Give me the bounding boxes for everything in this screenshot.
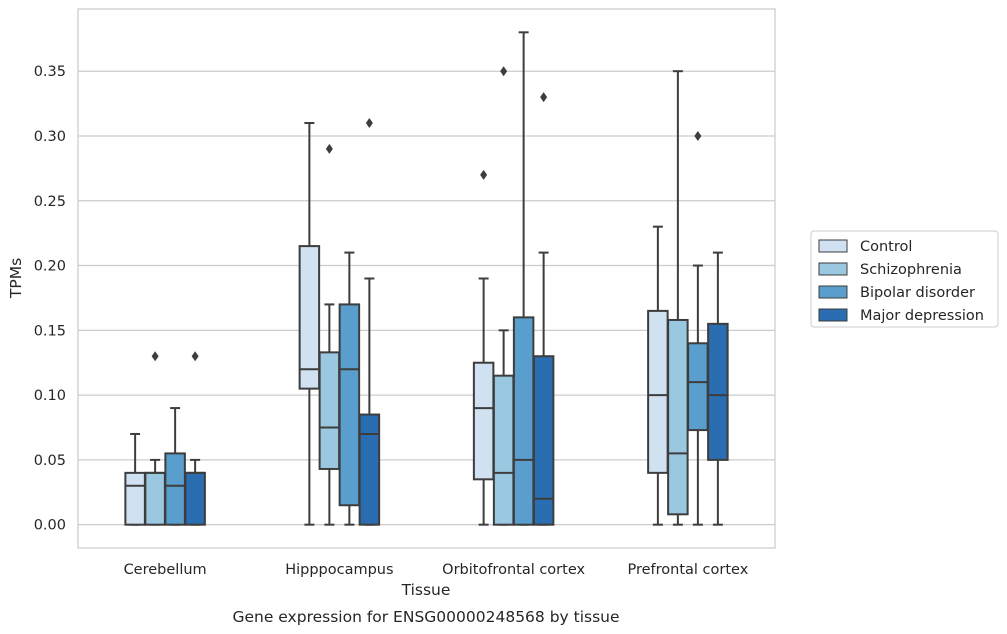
box-iqr (472, 361, 495, 481)
box-iqr (318, 351, 341, 470)
legend-frame (810, 230, 999, 328)
legend: Control Schizophrenia Bipolar disorder Majo… (810, 230, 999, 328)
y-tick-label: 0.30 (34, 129, 66, 145)
box-iqr (687, 342, 709, 432)
box-control (647, 225, 669, 526)
y-tick-label: 0.25 (34, 194, 66, 210)
box-iqr (667, 318, 689, 516)
box-iqr (338, 303, 361, 507)
box-major-depression (184, 351, 206, 526)
outlier-point (540, 92, 548, 103)
box-iqr (164, 452, 186, 526)
y-tick-label: 0.10 (34, 388, 66, 404)
y-tick-label: 0.15 (34, 323, 66, 339)
box-bipolar-disorder (338, 251, 361, 526)
legend-swatch (818, 262, 848, 276)
y-tick-label: 0.05 (34, 453, 66, 469)
chart-caption: Gene expression for ENSG00000248568 by t… (232, 608, 619, 626)
box-bipolar-disorder (512, 31, 535, 526)
outlier-point (325, 143, 333, 154)
box-iqr (184, 471, 206, 526)
box-bipolar-disorder (687, 130, 709, 526)
plot-frame (77, 8, 776, 549)
box-iqr (298, 245, 321, 390)
legend-label: Major depression (860, 308, 984, 324)
x-tick-label: Hipppocampus (285, 562, 393, 578)
x-axis-label: Tissue (401, 581, 451, 599)
box-iqr (707, 322, 729, 461)
x-tick-label: Cerebellum (124, 562, 207, 578)
box-iqr (358, 413, 381, 526)
box-bipolar-disorder (164, 407, 186, 526)
box-schizophrenia (667, 70, 689, 526)
box-major-depression (358, 118, 381, 526)
legend-label: Schizophrenia (860, 262, 962, 278)
y-tick-labels: 0.00 0.05 0.10 0.15 0.20 0.25 0.30 0.35 (34, 64, 66, 533)
x-tick-labels: Cerebellum Hipppocampus Orbitofrontal cort… (124, 562, 749, 578)
outlier-point (694, 130, 702, 141)
box-iqr (124, 471, 146, 526)
x-tick-label: Prefrontal cortex (627, 562, 748, 578)
box-control (298, 122, 321, 526)
box-control (472, 169, 495, 526)
legend-label: Control (860, 239, 912, 255)
box-schizophrenia (144, 351, 166, 526)
y-tick-label: 0.20 (34, 259, 66, 275)
legend-label: Bipolar disorder (860, 285, 975, 301)
legend-swatch (818, 285, 848, 299)
box-iqr (512, 316, 535, 526)
box-control (124, 432, 146, 526)
outlier-point (191, 351, 199, 362)
box-iqr (647, 309, 669, 474)
y-tick-label: 0.35 (34, 64, 66, 80)
y-tick-label: 0.00 (34, 518, 66, 534)
legend-swatch (818, 308, 848, 322)
box-schizophrenia (492, 66, 515, 526)
box-iqr (144, 471, 166, 526)
x-tick-label: Orbitofrontal cortex (442, 562, 585, 578)
y-axis-label: TPMs (7, 258, 25, 299)
outlier-point (480, 169, 488, 180)
outlier-point (151, 351, 159, 362)
box-iqr (532, 355, 555, 526)
outlier-point (365, 118, 373, 129)
boxes (124, 31, 729, 526)
box-major-depression (532, 92, 555, 526)
box-major-depression (707, 251, 729, 526)
legend-swatch (818, 239, 848, 253)
outlier-point (500, 66, 508, 77)
box-iqr (492, 374, 515, 526)
